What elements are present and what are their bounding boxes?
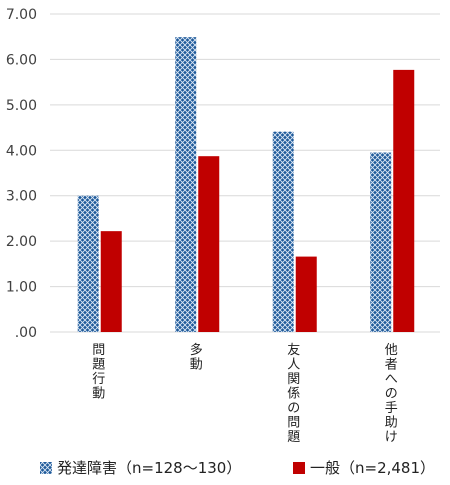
legend-swatch-series-1 bbox=[40, 462, 52, 474]
bars bbox=[77, 37, 415, 333]
y-tick-label: .00 bbox=[15, 325, 37, 341]
bar-hattatsu-3 bbox=[272, 131, 294, 332]
legend-label-series-2: 一般（n=2,481） bbox=[310, 459, 435, 477]
y-tick-label: 3.00 bbox=[6, 189, 37, 205]
bar-hattatsu-1 bbox=[77, 195, 99, 332]
y-tick-label: 1.00 bbox=[6, 280, 37, 296]
category-label: 問題行動 bbox=[92, 343, 105, 402]
legend-label-series-1: 発達障害（n=128〜130） bbox=[57, 459, 241, 477]
y-tick-label: 2.00 bbox=[6, 234, 37, 250]
legend-swatch-series-2 bbox=[293, 462, 305, 474]
bar-hattatsu-2 bbox=[175, 37, 197, 332]
category-labels: 問題行動 多動 友人関係の問題 他者への手助け bbox=[92, 342, 398, 445]
y-tick-label: 4.00 bbox=[6, 143, 37, 159]
bar-ippan-1 bbox=[100, 231, 122, 332]
y-tick-label: 5.00 bbox=[6, 98, 37, 114]
bar-ippan-4 bbox=[393, 69, 415, 333]
y-axis-ticks: 7.00 6.00 5.00 4.00 3.00 2.00 1.00 .00 bbox=[6, 7, 37, 341]
legend: 発達障害（n=128〜130） 一般（n=2,481） bbox=[40, 459, 435, 477]
y-tick-label: 6.00 bbox=[6, 52, 37, 68]
bar-hattatsu-4 bbox=[370, 152, 392, 332]
category-label: 他者への手助け bbox=[385, 343, 398, 445]
bar-ippan-2 bbox=[198, 156, 220, 332]
y-tick-label: 7.00 bbox=[6, 7, 37, 23]
category-label: 多動 bbox=[190, 342, 203, 373]
bar-ippan-3 bbox=[295, 256, 317, 332]
category-label: 友人関係の問題 bbox=[287, 342, 300, 445]
